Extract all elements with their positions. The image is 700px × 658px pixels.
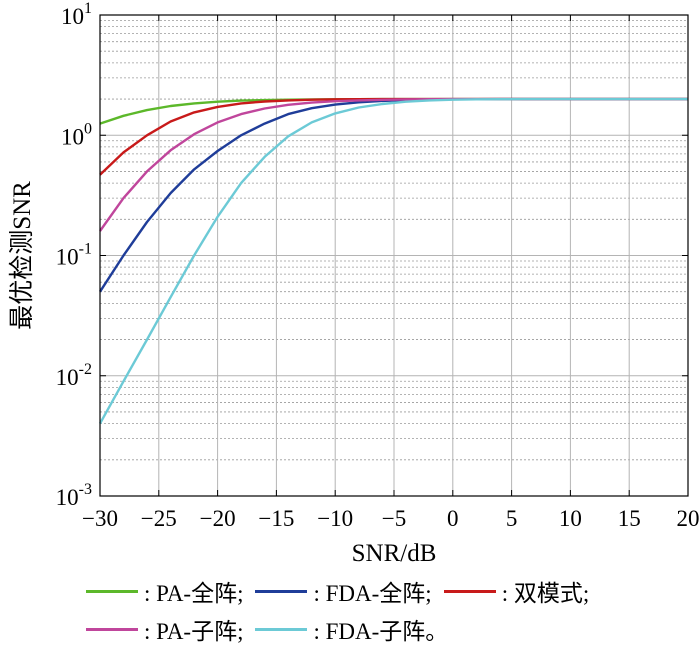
x-tick-label: −30 xyxy=(82,506,118,531)
y-tick-label: 101 xyxy=(61,0,92,29)
x-tick-label: 20 xyxy=(677,506,700,531)
plot-lines xyxy=(98,97,688,425)
x-tick-label: 15 xyxy=(618,506,641,531)
line-chart: −30 −25 −20 −15 −10 −5 0 5 10 15 20 10-3 10-2 10-1 100… xyxy=(8,0,700,567)
legend-swatch xyxy=(86,589,138,593)
legend: : PA-全阵; : FDA-全阵; : 双模式; : PA-子阵; : FDA… xyxy=(86,572,696,648)
series-line-4 xyxy=(98,97,688,425)
y-tick-label: 10-2 xyxy=(56,361,92,390)
y-tick-label: 10-3 xyxy=(56,481,92,510)
legend-item-pa-sub: : PA-子阵; xyxy=(86,612,243,646)
legend-label: : PA-子阵; xyxy=(144,619,244,644)
legend-label: : 双模式; xyxy=(501,581,590,606)
legend-item-pa-full: : PA-全阵; xyxy=(86,574,243,608)
legend-swatch xyxy=(86,627,138,631)
x-tick-label: −25 xyxy=(141,506,177,531)
legend-label: : FDA-子阵。 xyxy=(313,619,449,644)
axis-ticks: −30 −25 −20 −15 −10 −5 0 5 10 15 20 10-3 10-2 10-1 100… xyxy=(56,0,700,531)
y-tick-label: 10-1 xyxy=(56,241,92,270)
legend-row-1: : PA-全阵; : FDA-全阵; : 双模式; xyxy=(86,572,696,610)
x-tick-label: 10 xyxy=(559,506,582,531)
x-tick-label: −20 xyxy=(200,506,236,531)
x-axis-label: SNR/dB xyxy=(352,540,437,567)
x-tick-label: 0 xyxy=(447,506,459,531)
legend-item-fda-full: : FDA-全阵; xyxy=(255,574,432,608)
legend-label: : PA-全阵; xyxy=(144,581,244,606)
legend-item-fda-sub: : FDA-子阵。 xyxy=(255,612,448,646)
legend-row-2: : PA-子阵; : FDA-子阵。 xyxy=(86,610,696,648)
legend-label: : FDA-全阵; xyxy=(313,581,432,606)
legend-swatch xyxy=(255,627,308,631)
x-tick-label: −5 xyxy=(382,506,406,531)
legend-swatch xyxy=(255,589,308,593)
legend-item-dual-mode: : 双模式; xyxy=(443,574,590,608)
x-tick-label: −10 xyxy=(317,506,353,531)
y-tick-label: 100 xyxy=(61,120,92,149)
grid xyxy=(99,14,689,497)
legend-swatch xyxy=(443,589,496,593)
y-axis-label: 最优检测SNR xyxy=(8,181,36,330)
x-tick-label: 5 xyxy=(506,506,518,531)
x-tick-label: −15 xyxy=(258,506,294,531)
